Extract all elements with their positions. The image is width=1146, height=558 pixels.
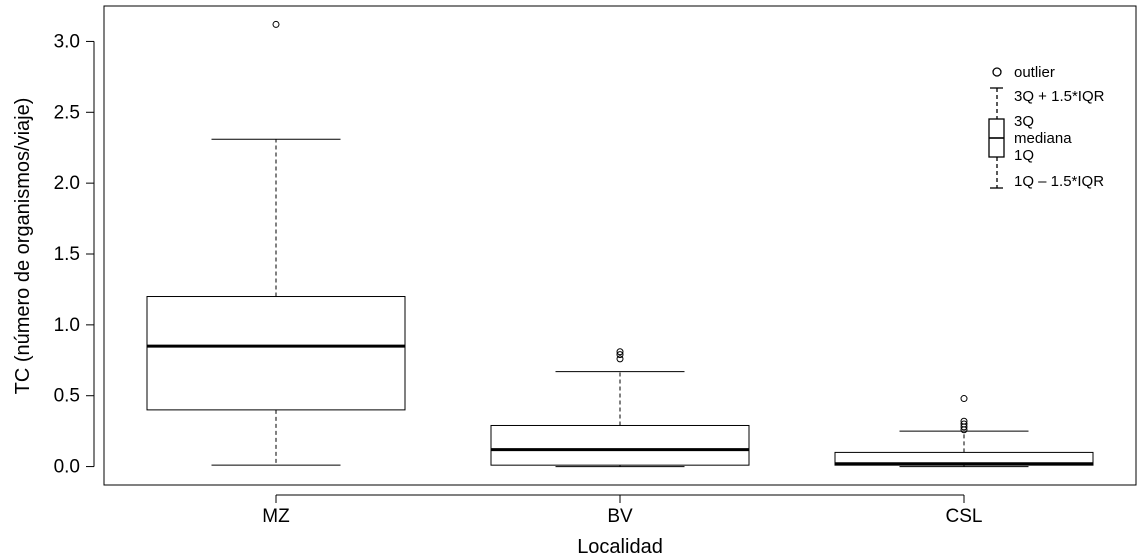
y-tick-label: 3.0 — [54, 31, 80, 52]
box-group — [146, 20, 1094, 468]
outlier-point — [272, 20, 280, 28]
box-bv — [490, 348, 750, 468]
outlier-point — [960, 395, 968, 403]
y-tick-label: 0.5 — [54, 386, 80, 407]
legend-upper-whisker-label: 3Q + 1.5*IQR — [1014, 88, 1105, 105]
x-tick-label: MZ — [262, 506, 290, 527]
outlier-point — [960, 420, 968, 428]
legend-outlier-symbol — [992, 67, 1002, 77]
legend-q3-label: 3Q — [1014, 113, 1034, 130]
y-tick-label: 2.0 — [54, 173, 80, 194]
box-mz — [146, 20, 406, 466]
x-axis: MZ BV CSL — [262, 494, 983, 527]
y-tick-label: 2.5 — [54, 102, 80, 123]
legend-outlier-label: outlier — [1014, 64, 1055, 81]
legend-lower-whisker-label: 1Q – 1.5*IQR — [1014, 173, 1104, 190]
box-csl — [834, 395, 1094, 468]
outlier-point — [616, 351, 624, 359]
outlier-point — [616, 348, 624, 356]
outlier-point — [960, 417, 968, 425]
legend-q1-label: 1Q — [1014, 147, 1034, 164]
y-tick-label: 1.5 — [54, 244, 80, 265]
y-axis: 0.0 0.5 1.0 1.5 2.0 2.5 3.0 — [54, 31, 95, 478]
x-tick-label: CSL — [946, 506, 983, 527]
legend: outlier 3Q + 1.5*IQR 3Q mediana 1Q 1Q – … — [988, 64, 1105, 190]
legend-median-label: mediana — [1014, 130, 1072, 147]
x-tick-label: BV — [607, 506, 633, 527]
plot-frame — [103, 5, 1137, 486]
y-axis-label: TC (número de organismos/viaje) — [12, 98, 34, 395]
x-axis-label: Localidad — [577, 536, 663, 558]
box-iqr — [146, 296, 406, 411]
y-tick-label: 0.0 — [54, 457, 80, 478]
box-iqr — [490, 424, 750, 466]
outlier-point — [616, 355, 624, 363]
y-tick-label: 1.0 — [54, 315, 80, 336]
